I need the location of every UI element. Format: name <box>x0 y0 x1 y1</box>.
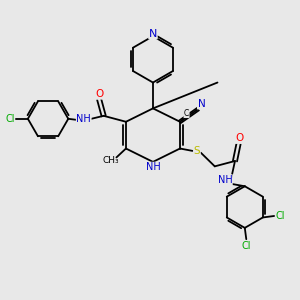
Text: N: N <box>149 29 157 39</box>
Text: C: C <box>184 109 189 118</box>
Text: O: O <box>235 134 244 143</box>
Text: O: O <box>95 89 103 99</box>
Text: S: S <box>194 146 200 156</box>
Text: NH: NH <box>218 175 232 185</box>
Text: NH: NH <box>76 114 91 124</box>
Text: NH: NH <box>146 162 160 172</box>
Text: CH₃: CH₃ <box>103 156 119 165</box>
Text: Cl: Cl <box>5 114 15 124</box>
Text: Cl: Cl <box>276 211 285 221</box>
Text: N: N <box>197 99 205 109</box>
Text: Cl: Cl <box>242 241 251 251</box>
